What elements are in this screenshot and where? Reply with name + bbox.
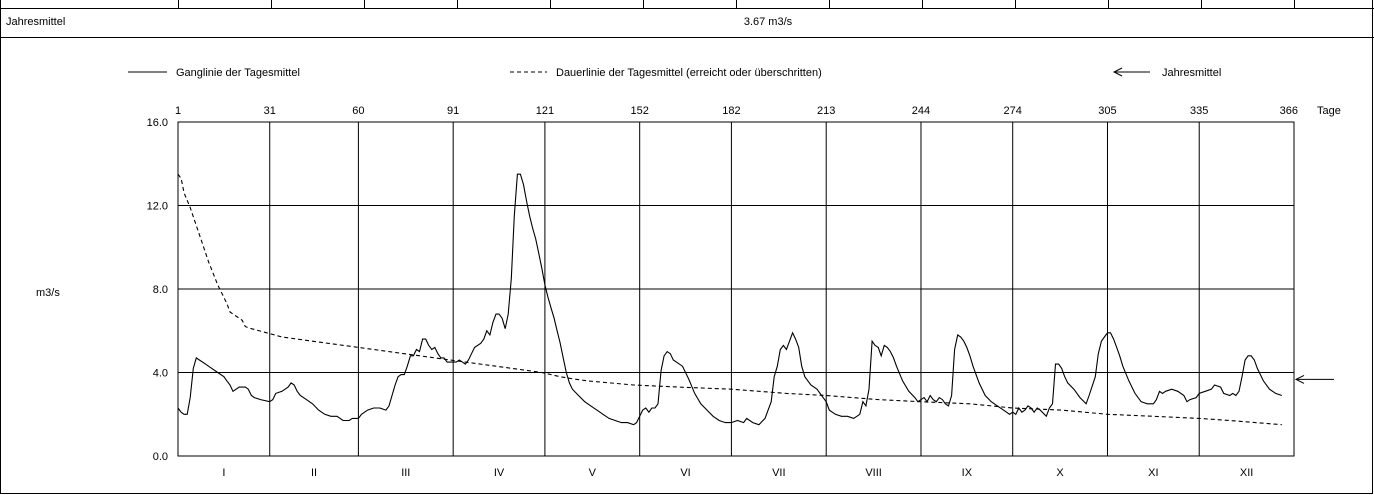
x-tick-label: 366 (1280, 105, 1298, 117)
month-label: VII (772, 467, 785, 479)
annual-mean-marker (1294, 374, 1334, 384)
legend-daily-line-label: Ganglinie der Tagesmittel (176, 67, 300, 79)
annual-mean-arrow-head (1294, 374, 1305, 384)
series-duration-line (177, 173, 1282, 426)
legend-arrow-icon (1112, 67, 1150, 77)
x-tick-label: 121 (536, 105, 554, 117)
table-divider (643, 0, 644, 8)
month-label: XI (1148, 467, 1158, 479)
month-label: VI (680, 467, 690, 479)
grid (177, 121, 1295, 457)
month-label: X (1056, 467, 1064, 479)
table-divider (457, 0, 458, 8)
legend-annual-mean-label: Jahresmittel (1162, 67, 1221, 79)
x-axis-ticks: 1 31 60 91 121 152 182 213 244 274 305 335 366 (175, 105, 1298, 117)
month-label: IX (962, 467, 973, 479)
table-divider (1108, 0, 1109, 8)
table-divider (178, 0, 179, 8)
x-tick-label: 244 (912, 105, 930, 117)
x-tick-label: 335 (1190, 105, 1208, 117)
table-divider (922, 0, 923, 8)
month-label: II (311, 467, 317, 479)
plot-area (177, 121, 1295, 457)
x-tick-label: 213 (817, 105, 835, 117)
y-tick-label: 0.0 (153, 451, 168, 463)
month-label: V (589, 467, 597, 479)
table-divider (736, 0, 737, 8)
table-divider (1015, 0, 1016, 8)
month-label: I (222, 467, 225, 479)
x-tick-label: 60 (352, 105, 364, 117)
month-labels: I II III IV V VI VII VIII IX X XI XII (222, 467, 1253, 479)
y-tick-label: 12.0 (147, 201, 168, 213)
y-tick-label: 8.0 (153, 284, 168, 296)
legend-duration-line-label: Dauerlinie der Tagesmittel (erreicht ode… (556, 67, 822, 79)
table-divider (271, 0, 272, 8)
annual-mean-row-label: Jahresmittel (6, 16, 66, 28)
annual-mean-row-value: 3.67 m3/s (743, 16, 793, 28)
y-tick-label: 16.0 (147, 117, 168, 129)
month-label: IV (494, 467, 505, 479)
annual-mean-row: Jahresmittel 3.67 m3/s (0, 8, 1374, 38)
table-divider (550, 0, 551, 8)
table-divider (829, 0, 830, 8)
x-tick-label: 152 (631, 105, 649, 117)
x-axis-unit-label: Tage (1317, 105, 1341, 117)
y-axis-title: m3/s (36, 287, 60, 299)
x-tick-label: 1 (175, 105, 181, 117)
y-axis-ticks: 0.0 4.0 8.0 12.0 16.0 (147, 117, 168, 463)
series-daily-mean-line (177, 173, 1282, 426)
x-tick-label: 274 (1004, 105, 1022, 117)
month-label: III (401, 467, 410, 479)
y-tick-label: 4.0 (153, 368, 168, 380)
series-layer (177, 173, 1282, 426)
x-tick-label: 182 (722, 105, 740, 117)
table-divider (364, 0, 365, 8)
top-table-strip (0, 0, 1374, 8)
table-divider (1294, 0, 1295, 8)
x-tick-label: 91 (447, 105, 459, 117)
x-tick-label: 305 (1098, 105, 1116, 117)
x-tick-label: 31 (264, 105, 276, 117)
legend: Ganglinie der Tagesmittel Dauerlinie der… (128, 67, 1221, 79)
table-divider (1201, 0, 1202, 8)
month-label: VIII (865, 467, 882, 479)
month-label: XII (1240, 467, 1253, 479)
